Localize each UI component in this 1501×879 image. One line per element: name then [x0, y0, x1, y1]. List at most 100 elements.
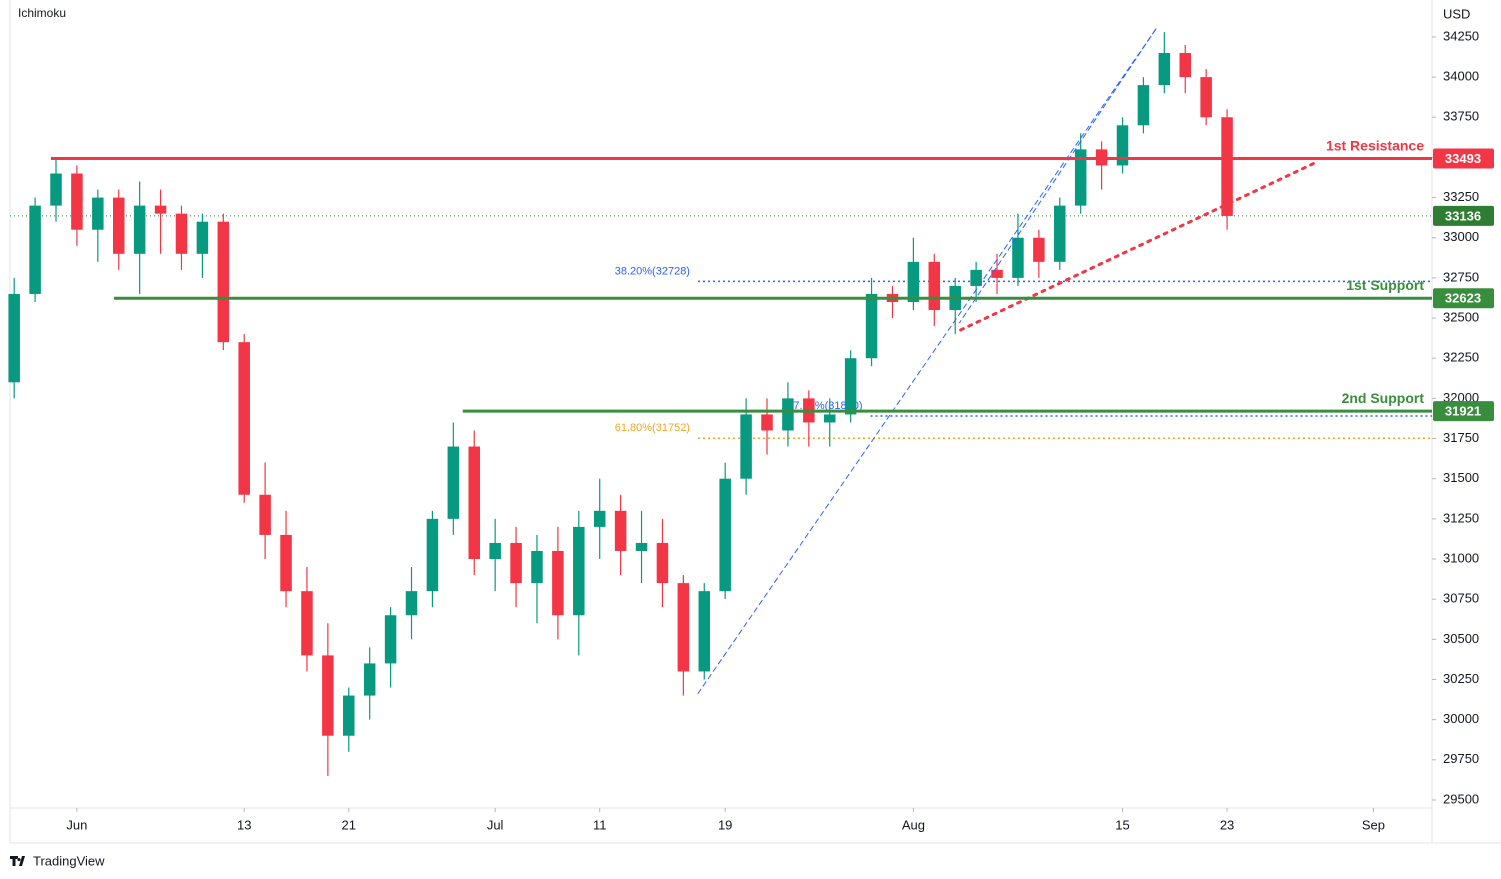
- candle: [1158, 32, 1171, 94]
- candle: [991, 253, 1003, 294]
- candle: [1033, 229, 1045, 278]
- candle: [322, 623, 334, 776]
- candle: [154, 189, 167, 254]
- candle-body: [154, 205, 167, 214]
- y-tick-label: 34000: [1443, 69, 1479, 84]
- candle-body: [112, 197, 125, 254]
- level-name: 2nd Support: [1342, 390, 1425, 406]
- y-tick-label: 32250: [1443, 350, 1479, 365]
- candle-body: [8, 293, 20, 383]
- candle: [1221, 109, 1233, 230]
- x-tick-label: Jun: [66, 817, 87, 832]
- candle-body: [71, 173, 83, 230]
- candle: [970, 261, 982, 302]
- y-tick-label: 30250: [1443, 671, 1479, 686]
- fib-level-label: 61.80%(31752): [615, 422, 690, 434]
- y-tick-label: 31500: [1443, 470, 1479, 485]
- fib-level-label: 38.20%(32728): [615, 265, 690, 277]
- candle: [112, 189, 125, 270]
- candle-body: [844, 358, 857, 415]
- candle-body: [719, 478, 731, 592]
- candle-body: [133, 205, 146, 254]
- candle-body: [970, 269, 982, 286]
- candle-body: [1054, 205, 1066, 262]
- candle: [823, 398, 836, 447]
- y-tick-label: 30750: [1443, 591, 1479, 606]
- candle: [280, 510, 292, 608]
- candle: [489, 518, 501, 592]
- y-tick-label: 30500: [1443, 631, 1479, 646]
- candle-body: [677, 583, 690, 672]
- candle: [1074, 133, 1087, 214]
- candle-body: [1221, 117, 1233, 216]
- logo: [10, 856, 25, 866]
- y-tick-label: 29500: [1443, 791, 1479, 806]
- x-tick-label: Aug: [902, 817, 925, 832]
- x-tick-label: 19: [718, 817, 732, 832]
- y-tick-label: 33750: [1443, 109, 1479, 124]
- candle-body: [301, 591, 313, 656]
- candle-body: [29, 205, 41, 294]
- level-name: 1st Support: [1346, 277, 1424, 293]
- x-tick-label: 23: [1220, 817, 1234, 832]
- candle: [1012, 213, 1024, 286]
- currency-label: USD: [1443, 6, 1470, 21]
- x-tick-label: 21: [342, 817, 356, 832]
- candle: [384, 607, 397, 688]
- candle-body: [175, 213, 188, 254]
- candle-body: [614, 510, 627, 551]
- y-tick-label: 34250: [1443, 28, 1479, 43]
- candle-body: [426, 518, 439, 592]
- candle: [301, 567, 313, 672]
- candle-body: [761, 414, 773, 431]
- candle: [698, 583, 711, 680]
- price-tag: [1433, 148, 1494, 169]
- y-tick-label: 33000: [1443, 229, 1479, 244]
- y-tick-label: 32500: [1443, 309, 1479, 324]
- candle-body: [823, 414, 836, 423]
- x-tick-label: 11: [593, 817, 607, 832]
- price-tag-label: 31921: [1445, 404, 1481, 419]
- price-tag-label: 33136: [1445, 208, 1481, 223]
- candle-body: [782, 398, 794, 431]
- candle: [782, 382, 794, 447]
- candle: [405, 567, 418, 640]
- trendline: [697, 28, 1157, 694]
- candle-body: [740, 414, 752, 479]
- candle-body: [217, 221, 230, 343]
- candle: [510, 526, 522, 608]
- candle-body: [489, 542, 501, 560]
- price-tag-label: 33493: [1445, 151, 1481, 166]
- y-tick-label: 30000: [1443, 711, 1479, 726]
- candle: [343, 687, 355, 752]
- price-tag: [1433, 205, 1494, 226]
- candle: [573, 510, 585, 656]
- fib-level-label: 127.20%(31890): [781, 400, 862, 412]
- y-tick-label: 31000: [1443, 550, 1479, 565]
- logo-mark: [10, 856, 25, 866]
- candle: [133, 181, 146, 294]
- candle-body: [907, 261, 920, 302]
- candle: [761, 398, 773, 455]
- y-tick-label: 31250: [1443, 510, 1479, 525]
- level-name: 1st Resistance: [1326, 137, 1424, 153]
- candle: [719, 462, 731, 600]
- y-tick-label: 33250: [1443, 189, 1479, 204]
- candle: [363, 647, 376, 720]
- candle-body: [405, 591, 418, 616]
- candle-body: [656, 542, 669, 584]
- candle-body: [343, 695, 355, 736]
- candle-body: [322, 655, 334, 736]
- candle: [740, 398, 752, 495]
- price-tag: [1433, 401, 1494, 422]
- candle: [1137, 77, 1150, 134]
- candle-body: [363, 663, 376, 696]
- candle: [552, 526, 564, 640]
- x-tick-label: 15: [1115, 817, 1129, 832]
- candle-body: [1158, 53, 1171, 86]
- y-tick-label: 31750: [1443, 430, 1479, 445]
- candle-body: [1200, 77, 1212, 118]
- candle-body: [1137, 85, 1150, 126]
